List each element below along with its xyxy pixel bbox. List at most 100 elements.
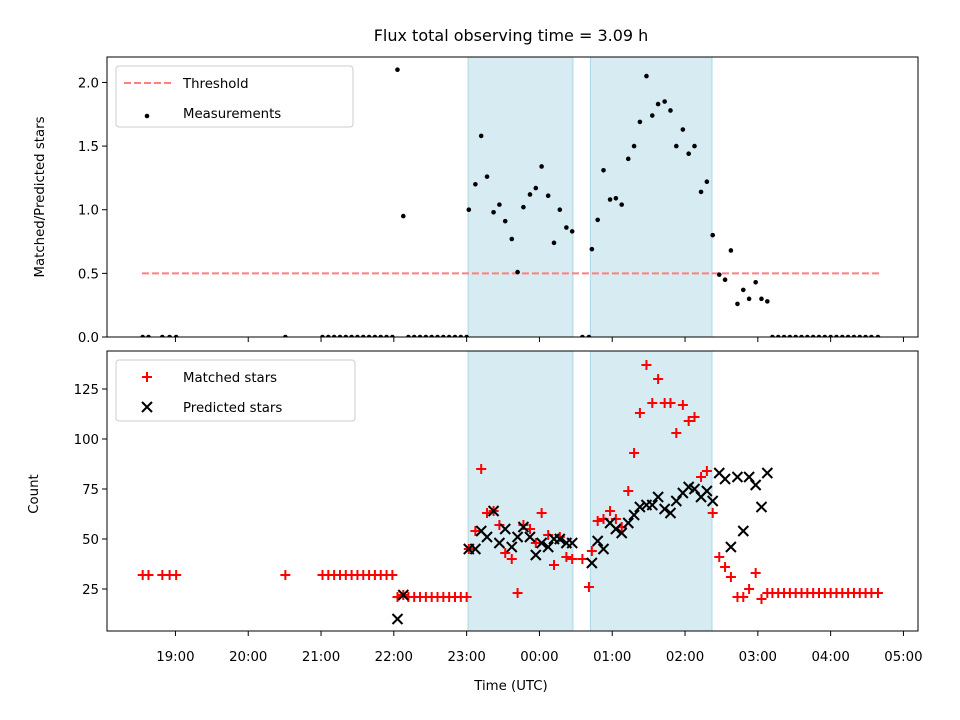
predicted-stars-point — [469, 543, 482, 555]
top-ytick-label: 2.0 — [78, 76, 99, 91]
measurements-point — [589, 246, 595, 252]
measurements-point — [637, 119, 643, 125]
predicted-stars-point — [743, 471, 755, 483]
xtick-label: 20:00 — [229, 650, 267, 665]
predicted-stars-point — [586, 557, 598, 569]
measurements-point — [173, 334, 179, 337]
matched-stars-point — [677, 400, 688, 410]
predicted-stars-point — [688, 483, 701, 495]
predicted-stars-point — [634, 501, 646, 513]
predicted-stars-point — [554, 533, 566, 545]
predicted-stars-point-b — [725, 541, 737, 553]
bottom-y-axis-label: Count — [27, 474, 42, 514]
matched-stars-point — [701, 466, 712, 476]
predicted-stars-point — [622, 517, 634, 529]
predicted-stars-point — [701, 485, 713, 497]
measurements-point — [320, 334, 325, 337]
top-ytick-label: 0.5 — [78, 267, 99, 282]
matched-stars-point — [583, 582, 594, 592]
matched-stars-point — [548, 560, 559, 570]
matched-stars-point — [707, 508, 718, 518]
predicted-stars-point — [646, 499, 658, 511]
predicted-stars-point-b — [706, 495, 719, 507]
measurements-point — [586, 334, 592, 337]
predicted-stars-point-b — [493, 537, 506, 549]
predicted-stars-point-b — [469, 543, 482, 555]
predicted-stars-point-b — [628, 509, 640, 521]
matched-stars-point — [592, 516, 603, 526]
matched-stars-point — [647, 398, 658, 408]
measurements-point — [595, 217, 600, 223]
legend-measurements-label: Measurements — [183, 107, 281, 122]
measurements-point — [384, 334, 389, 337]
measurements-point — [662, 99, 667, 104]
measurements-point — [601, 167, 606, 173]
measurements-point — [746, 296, 752, 302]
xtick-label: 02:00 — [666, 650, 704, 665]
measurements-point — [509, 236, 515, 242]
measurements-point — [411, 334, 417, 337]
predicted-stars-point-b — [397, 589, 410, 601]
top-axes-frame — [106, 56, 919, 338]
measurements-point — [557, 207, 563, 213]
legend-matched-stars-label: Matched stars — [183, 371, 277, 386]
matched-stars-point — [506, 554, 517, 564]
bottom-ytick-label: 50 — [82, 533, 99, 548]
matched-stars-point — [605, 506, 616, 516]
matched-stars-point — [872, 588, 883, 598]
measurements-point — [834, 334, 839, 337]
measurements-point — [716, 272, 722, 277]
matched-stars-point — [671, 428, 682, 438]
measurements-point — [759, 296, 764, 302]
matched-stars-point — [536, 508, 547, 518]
matched-stars-point — [720, 562, 731, 572]
measurements-point — [564, 225, 569, 230]
predicted-stars-point-b — [530, 549, 542, 561]
predicted-stars-point — [725, 541, 737, 553]
predicted-stars-point — [391, 613, 404, 625]
measurements-point — [869, 334, 874, 337]
predicted-stars-point-b — [487, 505, 500, 517]
predicted-stars-point — [615, 527, 628, 539]
matched-stars-point — [623, 486, 634, 496]
matched-stars-point — [387, 570, 398, 580]
matched-stars-point — [725, 572, 736, 582]
measurements-point — [828, 334, 833, 337]
predicted-stars-point-b — [591, 535, 604, 547]
matched-stars-point — [756, 594, 767, 604]
measurements-point — [735, 301, 740, 307]
matched-stars-point — [543, 530, 554, 540]
measurements-point — [625, 156, 631, 162]
measurements-point — [378, 334, 384, 337]
predicted-stars-point-b — [634, 501, 646, 513]
predicted-stars-point — [481, 531, 493, 543]
measurements-point — [521, 204, 526, 210]
measurements-point — [728, 248, 734, 253]
bottom-ytick-label: 125 — [74, 383, 99, 398]
measurements-point — [710, 232, 716, 238]
measurements-point — [753, 279, 758, 285]
legend-predicted-stars-marker-b — [141, 401, 153, 413]
xtick-label: 21:00 — [302, 650, 340, 665]
matched-stars-point — [665, 398, 676, 408]
predicted-stars-point — [517, 521, 530, 533]
predicted-stars-point-b — [586, 557, 598, 569]
measurements-point — [607, 197, 613, 202]
measurements-point — [722, 277, 728, 283]
xtick-label: 05:00 — [884, 650, 922, 665]
top-observing-window-0 — [467, 56, 574, 338]
measurements-point — [765, 299, 770, 304]
predicted-stars-point — [591, 535, 604, 547]
matched-stars-point — [689, 412, 700, 422]
predicted-stars-point — [499, 523, 511, 535]
measurements-point — [478, 133, 484, 139]
top-ytick-label: 0.0 — [78, 331, 99, 346]
measurements-point — [545, 193, 551, 199]
predicted-stars-point-b — [713, 467, 725, 479]
measurements-point — [770, 334, 775, 337]
legend-predicted-stars-label: Predicted stars — [183, 401, 282, 416]
predicted-stars-point-b — [475, 525, 487, 537]
predicted-stars-point-b — [658, 503, 671, 515]
measurements-point — [875, 334, 881, 337]
measurements-point — [395, 67, 400, 73]
